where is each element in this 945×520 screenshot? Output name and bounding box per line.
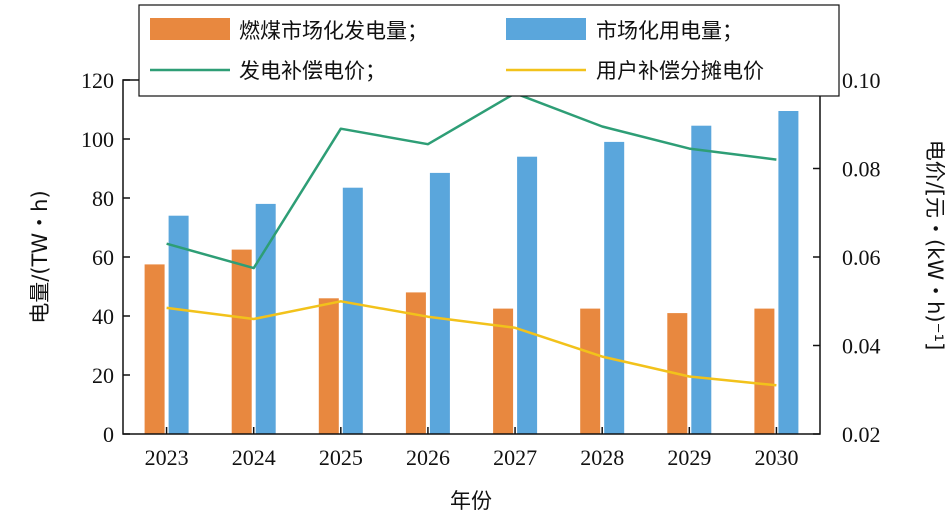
bar-series-1-2023 [168, 215, 189, 434]
legend-label-user-allocation: 用户补偿分摊电价 [596, 59, 764, 83]
x-tick-label-2024: 2024 [232, 445, 276, 470]
y-tick-label-left: 20 [92, 363, 114, 388]
plot-frame [122, 79, 821, 435]
y-tick-label-left: 40 [92, 304, 114, 329]
bars-layer [144, 111, 799, 434]
x-tick-label-2029: 2029 [667, 445, 711, 470]
x-tick-label-2028: 2028 [580, 445, 624, 470]
bar-series-1-2029 [691, 125, 712, 434]
legend-label-market-consumption: 市场化用电量； [596, 19, 743, 43]
legend-swatch-coal-generation [150, 18, 230, 40]
y-tick-label-right: 0.10 [842, 68, 881, 93]
ticks-layer: 0 20 40 60 80 100 120 0.02 0.04 0.06 0.08 0.10 2023 2… [81, 68, 881, 470]
axes-layer [122, 79, 821, 435]
bar-series-0-2027 [493, 308, 514, 434]
bar-series-1-2027 [517, 156, 538, 434]
x-tick-label-2027: 2027 [493, 445, 537, 470]
legend-label-coal-generation: 燃煤市场化发电量； [239, 19, 428, 43]
lines-layer [166, 92, 777, 387]
y-tick-label-right: 0.06 [842, 245, 881, 270]
line-series-3 [166, 300, 777, 387]
bar-series-1-2030 [778, 111, 799, 434]
legend: 燃煤市场化发电量； 市场化用电量； 发电补偿电价； 用户补偿分摊电价 [138, 4, 840, 97]
bar-series-0-2028 [580, 308, 601, 434]
bar-series-1-2024 [255, 203, 276, 434]
y-tick-label-left: 80 [92, 186, 114, 211]
bar-series-0-2030 [754, 308, 775, 434]
bar-series-0-2025 [318, 298, 339, 434]
bar-series-1-2028 [604, 141, 625, 434]
legend-label-generation-compensation: 发电补偿电价； [239, 59, 386, 83]
bar-series-1-2026 [429, 172, 450, 434]
x-tick-label-2023: 2023 [145, 445, 189, 470]
x-tick-label-2030: 2030 [754, 445, 798, 470]
x-tick-label-2025: 2025 [319, 445, 363, 470]
y-axis-title-right: 电价/[元・(kW・h)⁻¹] [923, 140, 945, 351]
y-tick-label-right: 0.04 [842, 334, 881, 359]
y-tick-label-left: 120 [81, 68, 114, 93]
bar-series-0-2024 [231, 249, 252, 434]
y-tick-label-right: 0.02 [842, 422, 881, 447]
bar-series-1-2025 [342, 187, 363, 434]
y-tick-label-left: 100 [81, 127, 114, 152]
y-tick-label-left: 0 [103, 422, 114, 447]
bar-series-0-2023 [144, 264, 165, 434]
bar-series-0-2026 [405, 292, 426, 434]
legend-swatch-market-consumption [506, 18, 586, 40]
y-tick-label-left: 60 [92, 245, 114, 270]
line-series-2 [166, 92, 777, 270]
y-tick-label-right: 0.08 [842, 157, 881, 182]
x-axis-title: 年份 [450, 489, 492, 513]
x-tick-label-2026: 2026 [406, 445, 450, 470]
y-axis-title-left: 电量/(TW・h) [28, 190, 52, 323]
legend-frame [138, 4, 840, 97]
